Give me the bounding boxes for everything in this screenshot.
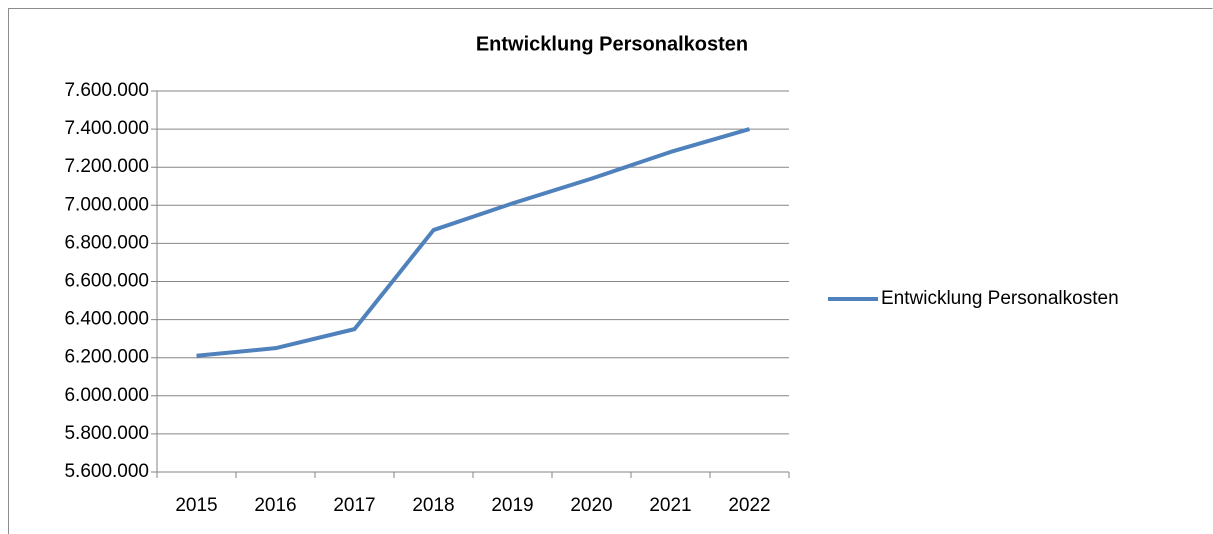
y-tick-label: 7.000.000	[64, 194, 149, 215]
y-tick-label: 5.800.000	[64, 423, 149, 444]
x-tick-label: 2017	[333, 495, 375, 516]
chart-frame	[8, 8, 1213, 534]
y-tick-label: 6.200.000	[64, 347, 149, 368]
x-tick-label: 2022	[728, 495, 770, 516]
y-tick-label: 6.600.000	[64, 271, 149, 292]
y-tick-label: 6.400.000	[64, 309, 149, 330]
y-tick-label: 6.800.000	[64, 232, 149, 253]
y-tick-label: 5.600.000	[64, 461, 149, 482]
chart-title: Entwicklung Personalkosten	[476, 33, 748, 55]
x-tick-label: 2018	[412, 495, 454, 516]
x-tick-label: 2020	[570, 495, 612, 516]
x-tick-label: 2021	[649, 495, 691, 516]
legend-label: Entwicklung Personalkosten	[881, 288, 1119, 309]
line-series	[196, 127, 751, 358]
y-tick-label: 7.400.000	[64, 118, 149, 139]
y-tick-label: 6.000.000	[64, 385, 149, 406]
x-tick-label: 2019	[491, 495, 533, 516]
x-tick-label: 2016	[254, 495, 296, 516]
y-tick-label: 7.600.000	[64, 80, 149, 101]
y-tick-label: 7.200.000	[64, 156, 149, 177]
x-tick-label: 2015	[175, 495, 217, 516]
